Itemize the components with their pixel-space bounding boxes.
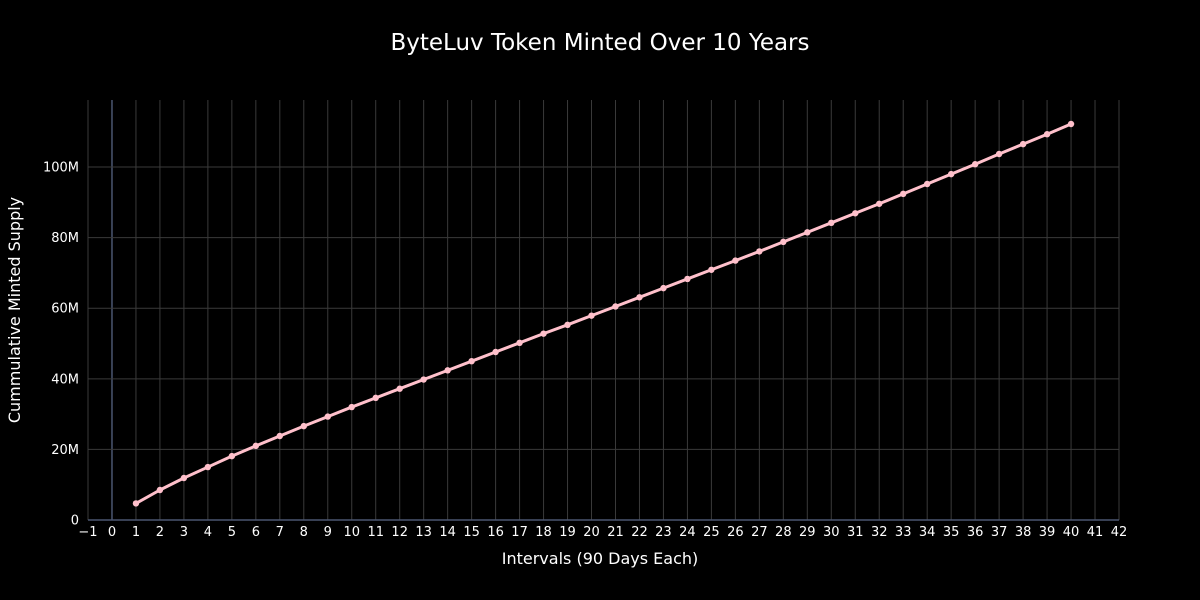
x-tick-label: 21 — [607, 525, 624, 540]
data-point[interactable] — [348, 403, 355, 411]
data-point[interactable] — [396, 385, 403, 392]
data-point[interactable] — [324, 413, 331, 420]
data-point[interactable] — [636, 294, 643, 301]
data-point[interactable] — [1043, 131, 1051, 138]
x-tick-label: 9 — [324, 525, 332, 540]
data-point[interactable] — [420, 376, 427, 383]
data-point[interactable] — [156, 486, 164, 494]
grid — [87, 100, 1120, 521]
data-point[interactable] — [947, 170, 955, 178]
y-tick-label: 100M — [43, 161, 79, 176]
data-point[interactable] — [660, 284, 667, 292]
tick-labels: −1 0 1 2 3 4 5 6 7 8 9 10 11 12 13 14 15 16 17 18 19 20 21 22 23… — [43, 161, 1127, 540]
data-point[interactable] — [204, 463, 212, 471]
x-tick-label: 32 — [871, 525, 888, 540]
x-tick-label: 24 — [679, 525, 696, 540]
data-point[interactable] — [708, 266, 715, 273]
data-point[interactable] — [276, 432, 284, 440]
y-tick-label: 40M — [51, 372, 79, 387]
data-point[interactable] — [971, 161, 979, 168]
data-point[interactable] — [732, 257, 739, 264]
x-tick-label: 16 — [487, 525, 504, 540]
data-point[interactable] — [612, 303, 619, 310]
data-point[interactable] — [540, 330, 547, 337]
data-point[interactable] — [300, 422, 307, 430]
y-tick-label: 20M — [51, 443, 79, 458]
x-tick-label: 2 — [156, 525, 164, 540]
chart-title: ByteLuv Token Minted Over 10 Years — [391, 30, 810, 56]
x-tick-label: 20 — [583, 525, 600, 540]
x-tick-label: 30 — [823, 525, 840, 540]
x-tick-label: 19 — [559, 525, 576, 540]
data-point[interactable] — [900, 190, 907, 198]
series-line — [134, 122, 1073, 505]
x-tick-label: −1 — [78, 525, 97, 540]
x-tick-label: 7 — [276, 525, 284, 540]
data-point[interactable] — [492, 348, 499, 356]
x-tick-label: 42 — [1111, 525, 1128, 540]
x-tick-label: 8 — [300, 525, 308, 540]
x-tick-label: 0 — [108, 525, 116, 540]
x-tick-label: 22 — [631, 525, 648, 540]
x-tick-label: 25 — [703, 525, 720, 540]
data-point[interactable] — [780, 238, 787, 246]
x-tick-label: 35 — [943, 525, 960, 540]
x-tick-label: 10 — [343, 525, 360, 540]
x-tick-label: 39 — [1039, 525, 1056, 540]
x-tick-label: 33 — [895, 525, 912, 540]
x-tick-label: 38 — [1015, 525, 1032, 540]
data-point[interactable] — [1067, 120, 1075, 128]
x-tick-label: 27 — [751, 525, 768, 540]
data-point[interactable] — [252, 442, 260, 450]
data-point[interactable] — [228, 452, 236, 460]
data-point[interactable] — [468, 357, 475, 365]
x-tick-label: 36 — [967, 525, 984, 540]
x-tick-label: 31 — [847, 525, 864, 540]
data-point[interactable] — [588, 312, 595, 319]
x-tick-label: 41 — [1087, 525, 1104, 540]
x-tick-label: 3 — [180, 525, 188, 540]
data-point[interactable] — [684, 275, 691, 283]
x-axis-title: Intervals (90 Days Each) — [502, 549, 699, 568]
x-tick-label: 26 — [727, 525, 744, 540]
data-point[interactable] — [516, 339, 523, 347]
data-point[interactable] — [180, 474, 188, 482]
x-tick-label: 6 — [252, 525, 260, 540]
data-point[interactable] — [828, 219, 835, 227]
x-tick-label: 40 — [1063, 525, 1080, 540]
data-point[interactable] — [876, 200, 883, 207]
x-tick-label: 29 — [799, 525, 816, 540]
data-point[interactable] — [995, 150, 1003, 158]
x-tick-label: 5 — [228, 525, 236, 540]
x-tick-label: 1 — [132, 525, 140, 540]
x-tick-label: 14 — [439, 525, 456, 540]
y-tick-label: 60M — [51, 302, 79, 317]
data-point[interactable] — [804, 229, 811, 236]
x-tick-label: 4 — [204, 525, 212, 540]
x-tick-label: 28 — [775, 525, 792, 540]
data-point[interactable] — [1019, 140, 1027, 148]
data-point[interactable] — [132, 500, 140, 507]
x-tick-label: 23 — [655, 525, 672, 540]
data-point[interactable] — [852, 210, 859, 217]
data-point[interactable] — [756, 248, 763, 255]
series — [132, 120, 1075, 507]
x-tick-label: 34 — [919, 525, 936, 540]
y-axis-title: Cummulative Minted Supply — [5, 197, 24, 423]
x-tick-label: 13 — [415, 525, 432, 540]
y-tick-label: 0 — [71, 514, 79, 529]
x-tick-label: 37 — [991, 525, 1008, 540]
y-tick-label: 80M — [51, 231, 79, 246]
x-tick-label: 12 — [391, 525, 408, 540]
x-tick-label: 18 — [535, 525, 552, 540]
data-point[interactable] — [444, 367, 451, 374]
data-point[interactable] — [372, 394, 379, 402]
data-point[interactable] — [564, 321, 571, 329]
x-tick-label: 15 — [463, 525, 480, 540]
x-tick-label: 17 — [511, 525, 528, 540]
x-tick-label: 11 — [367, 525, 384, 540]
data-point[interactable] — [923, 180, 931, 188]
